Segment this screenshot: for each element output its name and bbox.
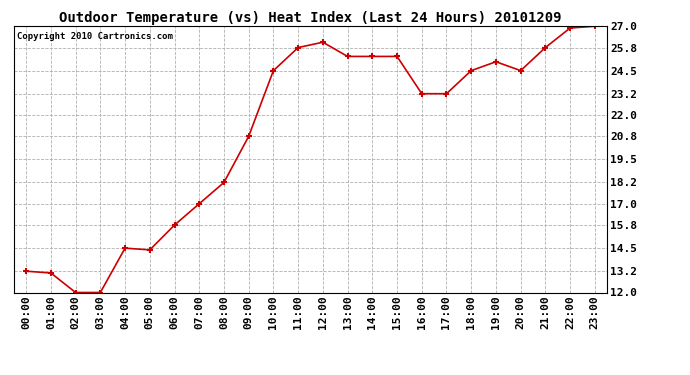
Text: Copyright 2010 Cartronics.com: Copyright 2010 Cartronics.com [17, 32, 172, 40]
Title: Outdoor Temperature (vs) Heat Index (Last 24 Hours) 20101209: Outdoor Temperature (vs) Heat Index (Las… [59, 11, 562, 25]
